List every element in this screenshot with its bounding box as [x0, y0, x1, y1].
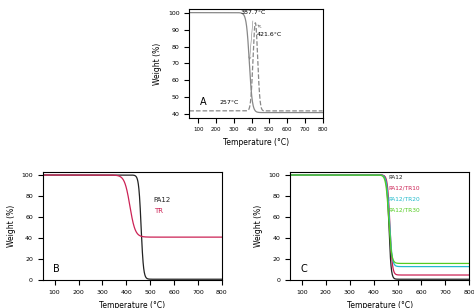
Text: PA12: PA12	[389, 175, 403, 180]
PA12/TR20	[367, 173, 373, 177]
PA12/TR30	[367, 173, 373, 177]
PA12/TR30	[370, 173, 376, 177]
Y-axis label: Weight (%): Weight (%)	[7, 205, 16, 247]
PA12/TR10	[309, 173, 314, 177]
Text: B: B	[54, 264, 60, 274]
PA12	[363, 173, 369, 177]
PA12	[301, 173, 307, 177]
PA12/TR20	[363, 173, 369, 177]
PA12/TR10	[287, 173, 293, 177]
X-axis label: Temperature (°C): Temperature (°C)	[99, 301, 165, 308]
PA12	[431, 278, 437, 281]
PA12	[370, 173, 376, 177]
Text: PA12: PA12	[154, 197, 171, 203]
PA12	[367, 173, 373, 177]
Line: PA12: PA12	[290, 175, 469, 279]
PA12	[309, 173, 314, 177]
PA12/TR20	[370, 173, 376, 177]
PA12	[287, 173, 293, 177]
Text: 257°C: 257°C	[219, 100, 239, 105]
PA12/TR20	[389, 253, 395, 257]
Text: TR: TR	[154, 208, 163, 214]
PA12/TR10	[301, 173, 307, 177]
Text: PA12/TR20: PA12/TR20	[389, 197, 420, 202]
PA12/TR10	[466, 273, 472, 277]
PA12/TR10	[370, 173, 376, 177]
PA12/TR20	[438, 265, 444, 269]
PA12/TR30	[309, 173, 314, 177]
PA12/TR30	[440, 261, 446, 265]
Y-axis label: Weight (%): Weight (%)	[154, 42, 163, 85]
PA12/TR30	[287, 173, 293, 177]
Text: A: A	[200, 97, 207, 107]
Text: C: C	[301, 264, 308, 274]
Text: 421.6°C: 421.6°C	[257, 25, 282, 37]
PA12	[466, 278, 472, 281]
PA12/TR20	[309, 173, 314, 177]
Text: 387.7°C: 387.7°C	[241, 10, 266, 59]
PA12/TR20	[287, 173, 293, 177]
Line: PA12/TR10: PA12/TR10	[290, 175, 469, 275]
PA12/TR30	[301, 173, 307, 177]
Y-axis label: Weight (%): Weight (%)	[254, 205, 263, 247]
PA12/TR20	[466, 265, 472, 269]
PA12/TR20	[301, 173, 307, 177]
PA12/TR30	[363, 173, 369, 177]
Line: PA12/TR20: PA12/TR20	[290, 175, 469, 267]
PA12/TR30	[389, 254, 395, 257]
PA12/TR10	[363, 173, 369, 177]
PA12/TR10	[367, 173, 373, 177]
PA12/TR10	[435, 273, 440, 277]
PA12/TR10	[389, 258, 395, 262]
PA12	[389, 271, 395, 275]
X-axis label: Temperature (°C): Temperature (°C)	[223, 138, 289, 147]
PA12/TR30	[466, 261, 472, 265]
Line: PA12/TR30: PA12/TR30	[290, 175, 469, 263]
Text: PA12/TR30: PA12/TR30	[389, 208, 420, 213]
X-axis label: Temperature (°C): Temperature (°C)	[346, 301, 413, 308]
Text: PA12/TR10: PA12/TR10	[389, 186, 420, 191]
